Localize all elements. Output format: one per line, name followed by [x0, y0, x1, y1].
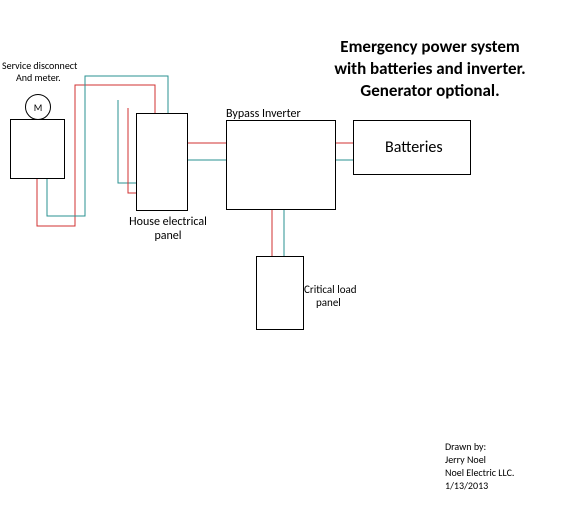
service-disconnect-label: Service disconnect And meter.: [2, 60, 77, 84]
house-panel-label: House electrical panel: [118, 215, 218, 244]
house-panel-box: [136, 113, 188, 211]
title-line3: Generator optional.: [360, 80, 499, 101]
wire-path: [118, 100, 136, 183]
title-line2: with batteries and inverter.: [334, 58, 525, 79]
house-panel-line2: panel: [154, 229, 181, 243]
credits-line2: Jerry Noel: [445, 453, 486, 466]
batteries-label: Batteries: [385, 138, 443, 157]
meter-m-label: M: [34, 101, 43, 114]
critical-load-label: Critical load panel: [304, 283, 357, 309]
service-disconnect-line2: And meter.: [2, 71, 61, 84]
credits-line3: Noel Electric LLC.: [445, 466, 514, 479]
title-line1: Emergency power system: [340, 36, 519, 57]
batteries-text: Batteries: [385, 138, 443, 157]
credits-line1: Drawn by:: [445, 440, 486, 453]
bypass-inverter-text: Bypass Inverter: [226, 107, 301, 121]
house-panel-line1: House electrical: [129, 215, 207, 229]
credits-line4: 1/13/2013: [445, 479, 488, 492]
critical-load-box: [256, 256, 304, 330]
bypass-inverter-box: [226, 120, 336, 210]
diagram-title: Emergency power system with batteries an…: [305, 36, 555, 102]
bypass-inverter-label: Bypass Inverter: [226, 107, 301, 121]
credits-block: Drawn by: Jerry Noel Noel Electric LLC. …: [445, 440, 514, 492]
meter-box: [10, 119, 65, 179]
wire-path: [128, 108, 136, 193]
critical-load-line1: Critical load: [304, 283, 357, 296]
meter-circle: M: [25, 94, 51, 120]
critical-load-line2: panel: [304, 296, 341, 309]
